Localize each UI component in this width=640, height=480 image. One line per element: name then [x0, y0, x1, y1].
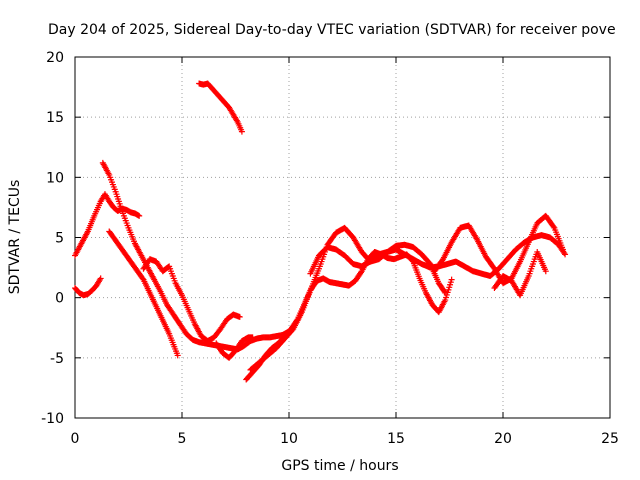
data-point: [442, 289, 449, 296]
data-point: [236, 313, 243, 320]
x-tick-label: 10: [280, 431, 298, 447]
series-track-l: [491, 248, 549, 299]
series-track-i: [247, 224, 449, 373]
plot-frame: [74, 56, 611, 419]
series-track-f: [196, 80, 245, 135]
x-axis-label: GPS time / hours: [281, 458, 398, 474]
data-point: [238, 128, 245, 135]
data-point: [174, 352, 181, 359]
y-tick-label: -5: [50, 351, 64, 367]
series-track-e: [140, 256, 243, 344]
chart-title: Day 204 of 2025, Sidereal Day-to-day VTE…: [48, 22, 616, 38]
data-point: [249, 334, 256, 341]
series-track-a: [72, 191, 143, 259]
y-tick-label: 15: [46, 110, 64, 126]
y-axis-label: SDTVAR / TECUs: [7, 180, 23, 295]
y-tick-label: 10: [46, 170, 64, 186]
data-point: [441, 288, 448, 295]
data-points: [72, 80, 569, 383]
series-track-h: [243, 248, 455, 383]
data-point: [542, 268, 549, 275]
data-point: [136, 212, 143, 219]
axis-ticks: 0 5 10 15 20 25 -10 -5 0 5 10 15 20: [41, 50, 619, 447]
data-point: [97, 275, 104, 282]
x-tick-label: 20: [494, 431, 512, 447]
y-tick-label: 5: [55, 231, 64, 247]
y-tick-label: 20: [46, 50, 64, 66]
series-track-b: [72, 275, 104, 299]
series-track-k: [431, 212, 566, 287]
series-track-d: [106, 228, 181, 359]
grid: [75, 57, 610, 418]
data-point: [139, 275, 146, 282]
data-point: [559, 246, 566, 253]
x-tick-label: 0: [71, 431, 80, 447]
data-point: [448, 276, 455, 283]
data-point: [550, 223, 557, 230]
x-tick-label: 5: [178, 431, 187, 447]
x-tick-label: 15: [387, 431, 405, 447]
y-tick-label: -10: [41, 411, 64, 427]
series-track-c: [99, 159, 292, 353]
data-point: [561, 249, 568, 256]
y-tick-label: 0: [55, 291, 64, 307]
series-track-g: [213, 334, 256, 361]
x-tick-label: 25: [601, 431, 619, 447]
data-point: [562, 251, 569, 258]
